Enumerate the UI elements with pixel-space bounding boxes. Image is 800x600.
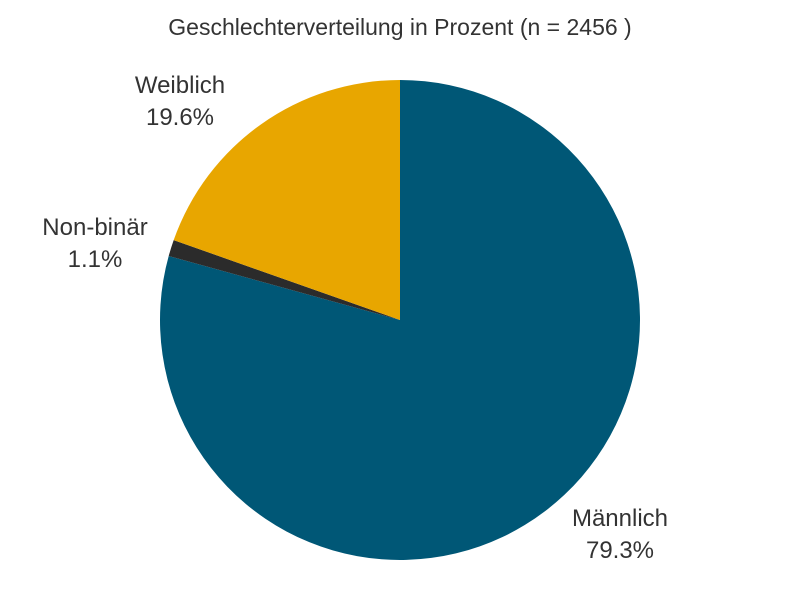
pie-slice-nonbinr <box>168 240 400 320</box>
slice-label-weiblich: Weiblich 19.6% <box>120 70 240 134</box>
slice-value: 1.1% <box>67 246 123 273</box>
pie-slice-weiblich <box>173 80 400 320</box>
slice-name: Männlich <box>571 505 669 532</box>
slice-value: 79.3% <box>585 537 655 564</box>
chart-title: Geschlechterverteilung in Prozent (n = 2… <box>168 14 632 40</box>
slice-name: Non-binär <box>42 214 148 241</box>
slice-label-non-binaer: Non-binär 1.1% <box>20 212 170 276</box>
slice-label-maennlich: Männlich 79.3% <box>555 503 685 567</box>
slice-value: 19.6% <box>145 104 215 131</box>
slice-name: Weiblich <box>134 72 226 99</box>
